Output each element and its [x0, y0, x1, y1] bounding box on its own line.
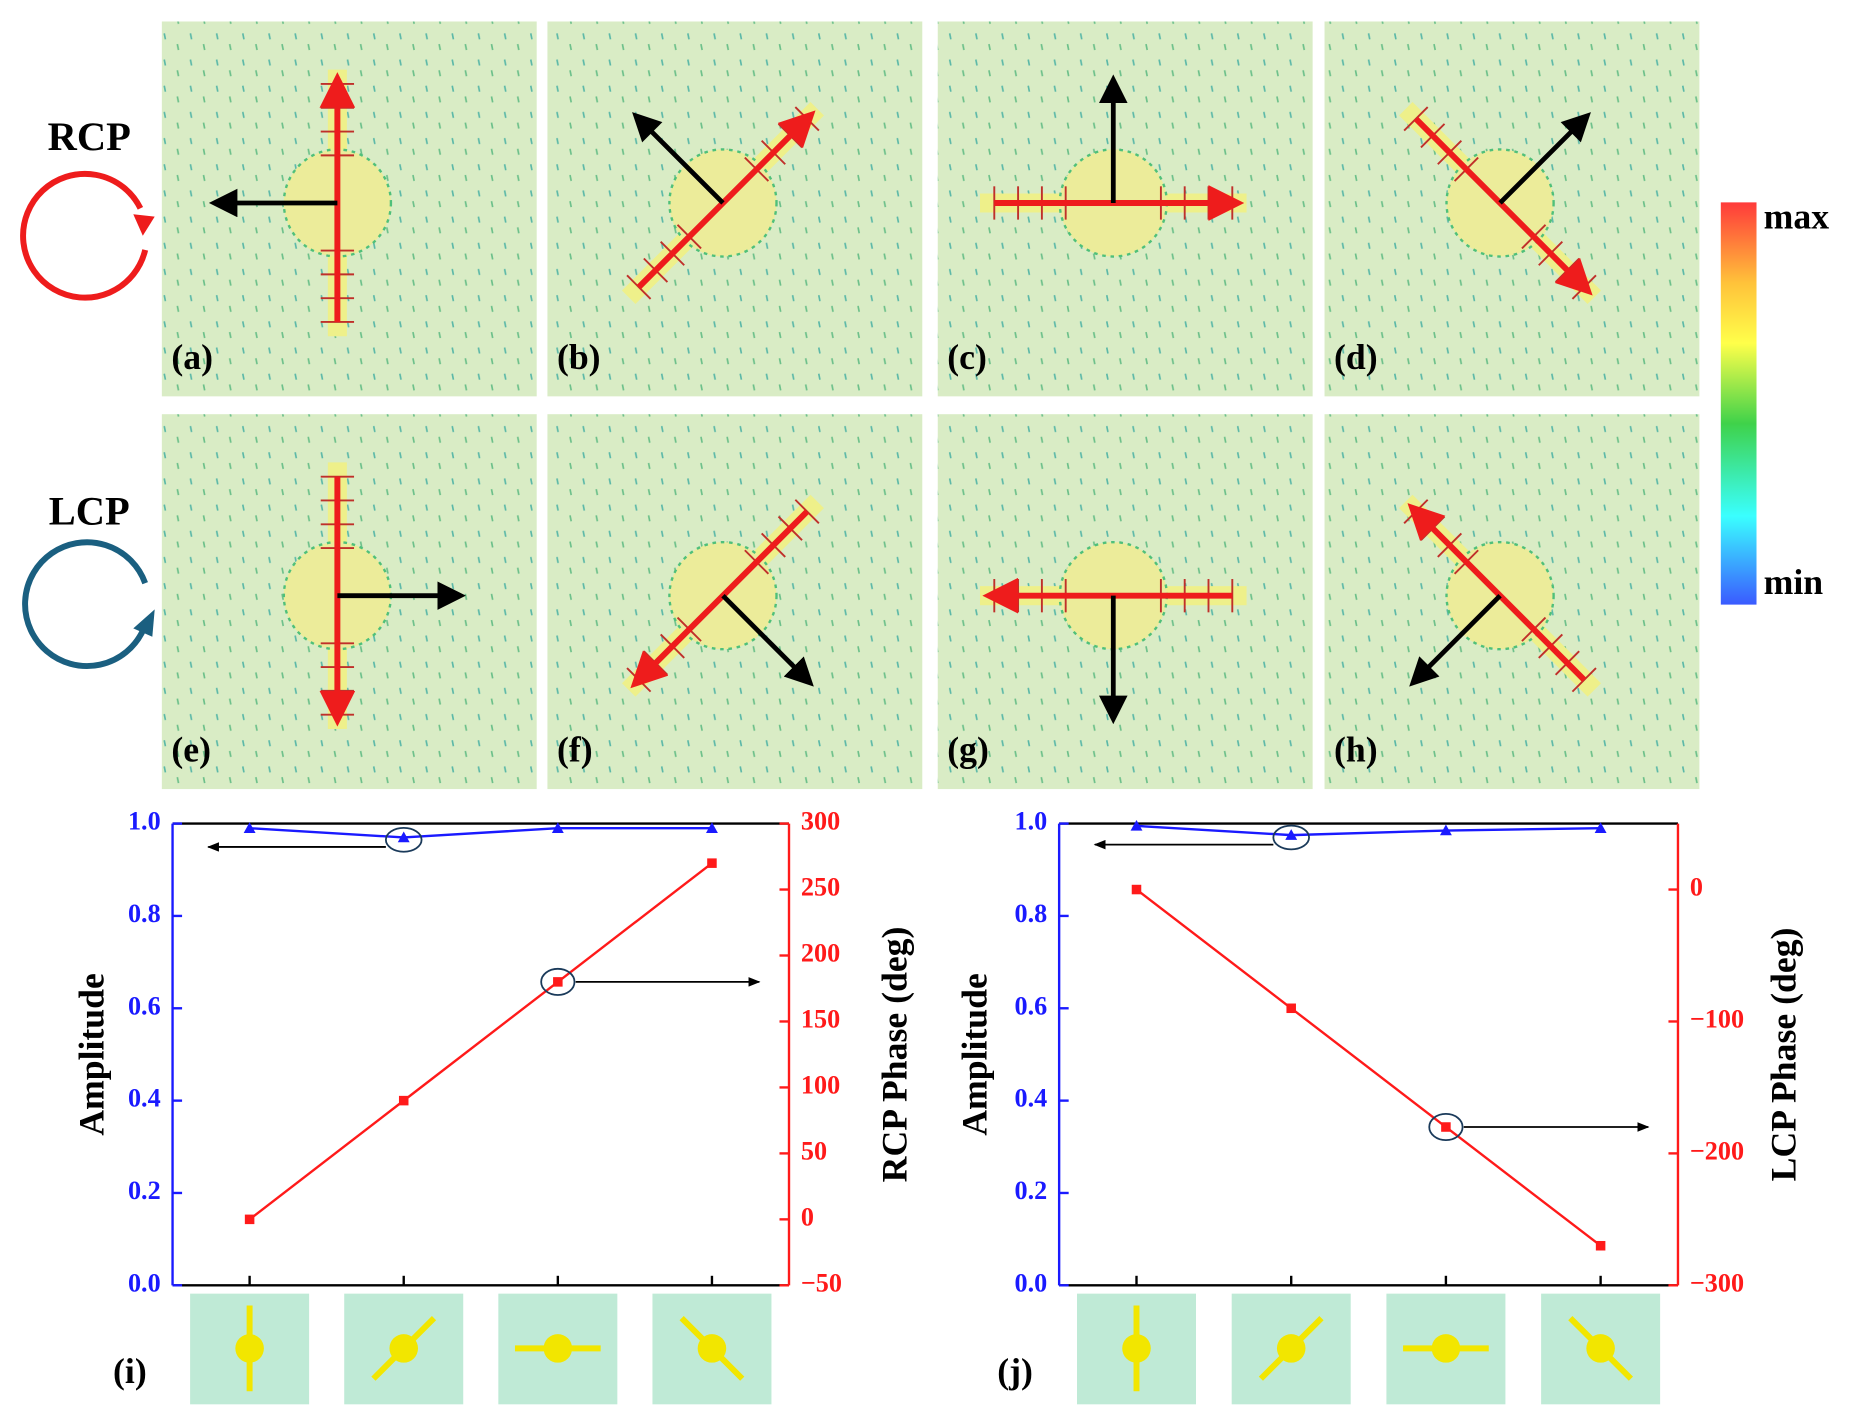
marker [707, 858, 717, 868]
y2-tick-label: −50 [801, 1268, 842, 1297]
colorbar-min: min [1764, 562, 1824, 602]
lcp-label: LCP [49, 489, 130, 534]
series-line [249, 827, 712, 839]
y-tick-label: 0.0 [128, 1268, 161, 1297]
y-tick-label: 0.6 [128, 991, 161, 1020]
marker [553, 977, 563, 987]
unit-cell-disk [1586, 1334, 1615, 1363]
chart-label: (i) [113, 1351, 147, 1391]
colorbar-max: max [1764, 196, 1830, 236]
unit-cell-disk [1122, 1334, 1151, 1363]
series-line [248, 862, 713, 1221]
y-tick-label: 1.0 [1015, 807, 1048, 836]
field-panel: (d) [1324, 21, 1700, 397]
annotation-circle [1272, 824, 1310, 851]
y-tick-label: 0.8 [1015, 899, 1048, 928]
marker [1439, 824, 1452, 836]
polarization-direction [632, 112, 725, 205]
chart-label: (j) [997, 1351, 1033, 1391]
lcp-icon [22, 539, 148, 669]
y-tick-label: 0.0 [1015, 1268, 1048, 1297]
panel-label: (f) [557, 730, 593, 770]
annotation-circle [540, 967, 576, 996]
marker [705, 822, 718, 833]
marker [1286, 1003, 1296, 1014]
polarization-direction [1498, 112, 1591, 205]
field-panel: (f) [547, 414, 923, 790]
y2-tick-label: 0 [1690, 873, 1703, 902]
marker [1595, 1240, 1606, 1251]
y-axis-label: Amplitude [71, 973, 111, 1136]
y2-tick-label: 250 [801, 873, 840, 902]
panel-label: (a) [171, 337, 213, 377]
y-tick-label: 1.0 [128, 807, 161, 836]
y2-tick-label: −100 [1690, 1004, 1744, 1033]
marker [398, 1095, 409, 1106]
unit-cell-disk [543, 1334, 573, 1363]
marker [244, 1214, 255, 1225]
y-tick-label: 0.8 [128, 899, 161, 928]
y2-tick-label: 50 [801, 1136, 827, 1165]
annotation-circle [1428, 1113, 1464, 1141]
field-panel: (g) [937, 414, 1313, 790]
unit-cell-disk [697, 1334, 727, 1363]
marker [1131, 884, 1142, 895]
y-tick-label: 0.4 [128, 1084, 161, 1113]
y-tick-label: 0.4 [1015, 1084, 1048, 1113]
y2-tick-label: 200 [801, 939, 840, 968]
marker [1130, 819, 1143, 831]
field-panel: (b) [547, 21, 923, 397]
y2-axis-label: RCP Phase (deg) [875, 927, 915, 1183]
y2-tick-label: 300 [801, 807, 840, 836]
marker [1285, 829, 1298, 840]
y2-tick-label: 0 [801, 1202, 814, 1231]
unit-cell-disk [1431, 1334, 1461, 1363]
field-panel: (a) [161, 21, 537, 397]
rcp-label: RCP [48, 114, 131, 159]
unit-cell-disk [389, 1334, 419, 1363]
polarization-direction [721, 594, 814, 687]
field-panel: (h) [1324, 414, 1700, 790]
panel-label: (g) [947, 730, 989, 770]
panel-label: (d) [1334, 337, 1378, 377]
field-panel: (c) [937, 21, 1313, 397]
rcp-arrowhead [133, 214, 155, 236]
panel-label: (e) [171, 730, 211, 770]
unit-cell-disk [1276, 1334, 1306, 1363]
panel-label: (h) [1334, 730, 1378, 770]
y2-tick-label: 100 [801, 1070, 840, 1099]
marker [551, 822, 564, 833]
y-tick-label: 0.2 [128, 1176, 161, 1205]
marker [397, 831, 410, 843]
marker [1441, 1122, 1451, 1132]
lcp-arrowhead [133, 609, 155, 637]
field-panel: (e) [161, 414, 537, 790]
y2-tick-label: −300 [1690, 1268, 1744, 1297]
y-tick-label: 0.6 [1015, 991, 1048, 1020]
rcp-icon [20, 170, 149, 301]
y-tick-label: 0.2 [1015, 1176, 1048, 1205]
panel-label: (b) [557, 337, 601, 377]
y2-tick-label: 150 [801, 1004, 840, 1033]
marker [1594, 822, 1607, 833]
polarization-direction [1409, 594, 1502, 687]
y2-axis-label: LCP Phase (deg) [1764, 928, 1804, 1182]
panel-label: (c) [947, 337, 987, 377]
series-line [1136, 824, 1601, 837]
y2-tick-label: −200 [1690, 1136, 1744, 1165]
annotation-circle [384, 827, 423, 853]
series-line [1135, 888, 1602, 1247]
y-axis-label: Amplitude [954, 973, 994, 1136]
colorbar [1720, 202, 1757, 605]
unit-cell-disk [235, 1334, 264, 1363]
marker [243, 822, 256, 833]
